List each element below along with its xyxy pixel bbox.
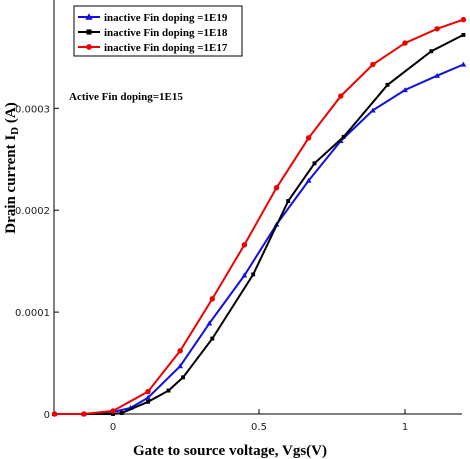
- data-point: [286, 199, 291, 203]
- data-point: [111, 412, 115, 416]
- legend-label: inactive Fin doping =1E18: [104, 27, 228, 39]
- x-tick-label: 0: [110, 422, 116, 433]
- legend-marker: [86, 44, 92, 50]
- legend-label: inactive Fin doping =1E19: [104, 12, 228, 24]
- data-point: [460, 16, 467, 23]
- series-line: [54, 18, 464, 415]
- annotation-active-fin-doping: Active Fin doping=1E15: [69, 91, 183, 103]
- data-point: [145, 388, 151, 395]
- x-tick-label: 0.5: [251, 422, 267, 433]
- data-point: [273, 185, 280, 191]
- data-point: [460, 61, 467, 67]
- data-point: [434, 72, 440, 78]
- data-point: [209, 296, 215, 302]
- data-point: [434, 26, 440, 32]
- data-point: [210, 336, 215, 341]
- legend: inactive Fin doping =1E19 inactive Fin do…: [73, 5, 243, 57]
- series-triangle: [51, 61, 467, 417]
- data-point: [181, 375, 186, 380]
- data-point: [177, 348, 183, 354]
- data-point: [241, 272, 248, 278]
- data-point: [110, 408, 116, 414]
- legend-box: [73, 5, 243, 57]
- legend-label: inactive Fin doping =1E17: [104, 42, 228, 54]
- data-point: [402, 40, 408, 46]
- y-axis-title-unit: (A): [3, 102, 19, 127]
- plot-area: [53, 0, 462, 415]
- y-axis-title-main: Drain current I: [3, 135, 19, 234]
- y-tick-label: 0.0003: [15, 104, 50, 115]
- y-tick-label: 0.0002: [15, 206, 50, 217]
- data-point: [241, 242, 248, 248]
- y-tick-label: 0.0001: [15, 308, 50, 319]
- data-point: [81, 411, 87, 417]
- legend-marker: [85, 13, 93, 20]
- series-line: [54, 63, 464, 415]
- data-point: [251, 272, 256, 277]
- legend-marker: [86, 29, 92, 35]
- data-point: [305, 135, 312, 141]
- data-point: [177, 363, 184, 369]
- data-point: [305, 177, 312, 183]
- data-point: [341, 134, 346, 139]
- data-point: [145, 394, 151, 400]
- y-axis-title-subscript: D: [9, 127, 21, 135]
- data-point: [146, 399, 150, 404]
- data-point: [166, 388, 171, 393]
- data-point: [461, 32, 466, 37]
- data-point: [402, 87, 408, 93]
- data-point: [119, 411, 124, 415]
- x-axis-title: Gate to source voltage, Vgs(V): [133, 443, 327, 459]
- data-point: [370, 107, 376, 113]
- y-axis-title: Drain current ID (A): [3, 102, 21, 233]
- data-point: [51, 411, 58, 417]
- data-point: [370, 61, 376, 68]
- data-point: [385, 82, 390, 87]
- series-group: [51, 16, 467, 417]
- series-circle: [51, 16, 467, 417]
- y-tick-label: 0: [44, 410, 50, 421]
- data-point: [338, 93, 344, 99]
- data-point: [206, 320, 213, 326]
- data-point: [429, 49, 434, 54]
- x-tick-label: 1: [402, 422, 408, 433]
- data-point: [312, 161, 317, 166]
- axis-ticks: 0 0.5 1 0 0.0001 0.0002 0.0003: [15, 104, 408, 433]
